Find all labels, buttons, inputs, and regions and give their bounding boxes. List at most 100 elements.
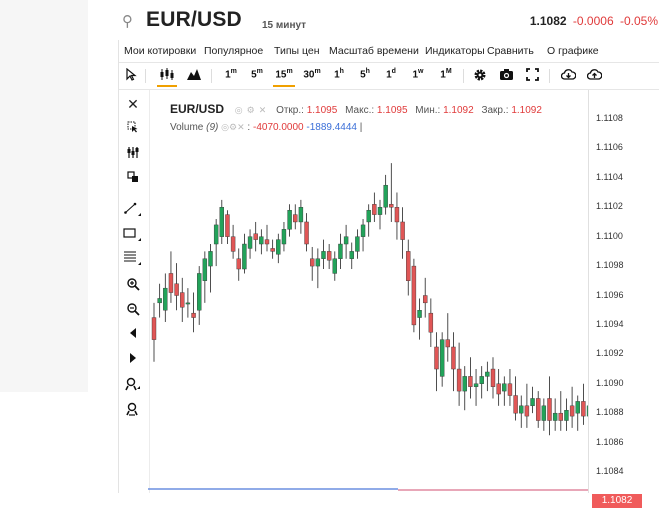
crosshair-icon[interactable] <box>123 146 143 164</box>
timeframe-1w[interactable]: 1w <box>412 68 424 81</box>
y-tick-label: 1.1090 <box>596 377 624 388</box>
drawing-toolbar: ✕ <box>119 90 150 493</box>
candle-up <box>157 298 162 304</box>
area-chart-icon[interactable] <box>185 68 203 85</box>
close-icon[interactable]: ✕ <box>127 96 139 112</box>
candle-down <box>536 398 541 421</box>
last-price-label: 1.1082 <box>592 494 642 508</box>
candle-down <box>428 312 434 333</box>
candle-up <box>479 376 484 384</box>
eye-icon[interactable]: ◎ <box>234 105 243 115</box>
candle-up <box>343 236 349 245</box>
candle-up <box>197 273 202 311</box>
candle-up <box>575 401 580 414</box>
menu-about-chart[interactable]: О графике <box>547 45 599 57</box>
candle-up <box>259 236 264 245</box>
y-tick-label: 1.1094 <box>596 318 624 329</box>
interval-label: 15 минут <box>262 20 307 31</box>
timeframe-1d[interactable]: 1d <box>386 68 396 81</box>
candles-icon[interactable] <box>157 68 177 87</box>
gear-icon[interactable]: ⚙ <box>246 105 255 115</box>
candle-up <box>552 412 558 421</box>
candle-down <box>389 204 394 208</box>
candle-up <box>462 376 467 392</box>
trend-line-icon[interactable] <box>123 201 143 219</box>
candle-down <box>151 317 157 340</box>
candle-down <box>270 248 275 252</box>
candle-up <box>332 258 338 274</box>
close-icon[interactable]: ✕ <box>258 105 267 115</box>
gear-icon[interactable]: ⚙ <box>229 122 238 132</box>
candle-down <box>253 233 258 240</box>
y-tick-label: 1.1096 <box>596 289 624 300</box>
candle-up <box>485 371 490 377</box>
y-tick-label: 1.1088 <box>596 407 624 418</box>
rectangle-icon[interactable] <box>123 226 143 244</box>
candle-down <box>400 221 405 240</box>
candle-down <box>507 383 513 396</box>
candle-down <box>394 207 400 223</box>
candle-up <box>202 258 208 281</box>
camera-icon[interactable] <box>497 68 515 85</box>
timeframe-5h[interactable]: 5h <box>360 68 370 81</box>
magnet-icon[interactable] <box>123 402 143 420</box>
timeframe-5m[interactable]: 5m <box>251 68 263 81</box>
price-change: -0.0006 <box>572 14 614 28</box>
candle-up <box>355 236 360 252</box>
candle-up <box>208 251 213 267</box>
candle-up <box>417 310 422 318</box>
fib-lines-icon[interactable] <box>123 250 143 268</box>
menu-my-quotes[interactable]: Мои котировки <box>124 45 197 57</box>
candlestick-chart[interactable] <box>148 90 588 493</box>
price-axis[interactable]: 1.1108 1.1106 1.1104 1.1102 1.1100 1.1098 1.10… <box>588 90 659 508</box>
candle-up <box>377 207 383 215</box>
eye-icon[interactable]: ◎ <box>221 122 230 132</box>
candle-up <box>281 229 287 245</box>
legend-low-label: Мин.: <box>415 105 441 116</box>
pointer-icon[interactable] <box>123 67 139 85</box>
menu-compare[interactable]: Сравнить <box>487 45 534 57</box>
upload-cloud-icon[interactable] <box>585 68 603 85</box>
menu-indicators[interactable]: Индикаторы <box>425 45 485 57</box>
timeframe-1h[interactable]: 1h <box>334 68 344 81</box>
y-tick-label: 1.1098 <box>596 260 624 271</box>
candle-down <box>558 412 563 421</box>
scroll-left-icon[interactable] <box>123 327 143 345</box>
candle-up <box>586 405 588 417</box>
candle-down <box>445 339 450 348</box>
timeframe-1m[interactable]: 1m <box>225 68 237 81</box>
chart-widget: Мои котировки Популярное Типы цен Масшта… <box>118 40 659 493</box>
candle-down <box>524 405 530 417</box>
timeframe-1M[interactable]: 1M <box>440 68 452 81</box>
cursor-icon[interactable] <box>123 121 143 139</box>
chart-menu: Мои котировки Популярное Типы цен Масшта… <box>119 40 659 63</box>
scroll-right-icon[interactable] <box>123 352 143 370</box>
candle-up <box>242 243 247 270</box>
search-icon[interactable]: ⚲ <box>122 13 133 30</box>
toolbar-separator <box>463 69 464 83</box>
timeframe-15m[interactable]: 15m <box>273 68 295 87</box>
close-icon[interactable]: ✕ <box>237 122 245 132</box>
zoom-in-icon[interactable] <box>123 277 143 295</box>
candle-down <box>490 368 496 387</box>
gear-icon[interactable] <box>471 68 489 85</box>
menu-popular[interactable]: Популярное <box>204 45 264 57</box>
candle-up <box>219 207 225 237</box>
download-cloud-icon[interactable] <box>559 68 577 85</box>
y-tick-label: 1.1104 <box>596 171 623 182</box>
candle-down <box>326 251 332 261</box>
menu-time-scale[interactable]: Масштаб времени <box>329 45 419 57</box>
candle-up <box>473 383 479 387</box>
timeframe-30m[interactable]: 30m <box>303 68 321 81</box>
toolbar-separator <box>549 69 550 83</box>
candle-up <box>298 207 304 223</box>
candle-up <box>383 184 388 208</box>
menu-price-types[interactable]: Типы цен <box>274 45 320 57</box>
legend-close-label: Закр.: <box>481 105 509 116</box>
fullscreen-icon[interactable] <box>523 68 541 85</box>
candle-down <box>264 239 270 245</box>
zoom-out-icon[interactable] <box>123 302 143 320</box>
magnet-add-icon[interactable] <box>123 377 143 395</box>
layers-icon[interactable] <box>123 171 143 189</box>
candle-down <box>304 221 309 245</box>
